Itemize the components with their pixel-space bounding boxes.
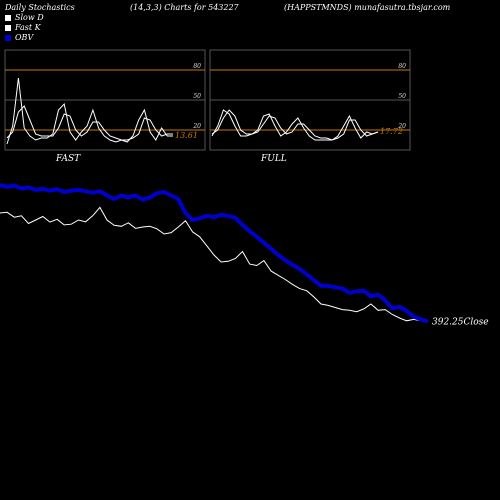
obv-line — [0, 183, 429, 324]
fast-panel-title: FAST — [55, 154, 81, 164]
fast-tick-label-50: 50 — [193, 93, 201, 100]
fast-tick-label-80: 80 — [193, 63, 201, 70]
chart-title: Daily Stochastics — [5, 3, 75, 12]
legend-obv: OBV — [5, 33, 33, 42]
full-series-fast-k — [211, 109, 379, 141]
fast-tick-label-20: 20 — [192, 123, 201, 130]
full-tick-label-50: 50 — [398, 93, 406, 100]
full-last-value-label: 17.72 — [380, 127, 403, 136]
fast-series-fast-k — [6, 77, 173, 145]
full-tick-label-20: 20 — [397, 123, 406, 130]
panel-full: 20 50 80 17.72 FULL — [209, 49, 411, 164]
legend-swatch-obv — [5, 34, 11, 41]
legend-swatch-fast-k — [5, 24, 11, 31]
chart-symbol: (HAPPSTMNDS) munafasutra.tbsjar.com — [284, 3, 451, 12]
fast-last-value-label: 13.61 — [175, 131, 198, 140]
panel-fast: 20 50 80 13.61 FAST — [4, 49, 206, 164]
legend-label-slow-d: Slow D — [15, 13, 44, 22]
chart-params: (14,3,3) Charts for 543227 — [130, 3, 239, 12]
legend-fast-k: Fast K — [5, 23, 41, 32]
legend-label-obv: OBV — [15, 33, 34, 42]
legend-swatch-slow-d — [5, 14, 11, 21]
legend-label-fast-k: Fast K — [15, 23, 41, 32]
last-close-label: 392.25Close — [432, 318, 489, 328]
full-tick-label-80: 80 — [398, 63, 406, 70]
full-panel-title: FULL — [260, 154, 287, 164]
close-price-line — [0, 206, 429, 322]
fast-series-slow-d — [6, 105, 173, 141]
full-series-slow-d — [211, 109, 379, 141]
legend-slow-d: Slow D — [5, 13, 44, 22]
price-obv-chart: 392.25Close — [0, 183, 489, 328]
